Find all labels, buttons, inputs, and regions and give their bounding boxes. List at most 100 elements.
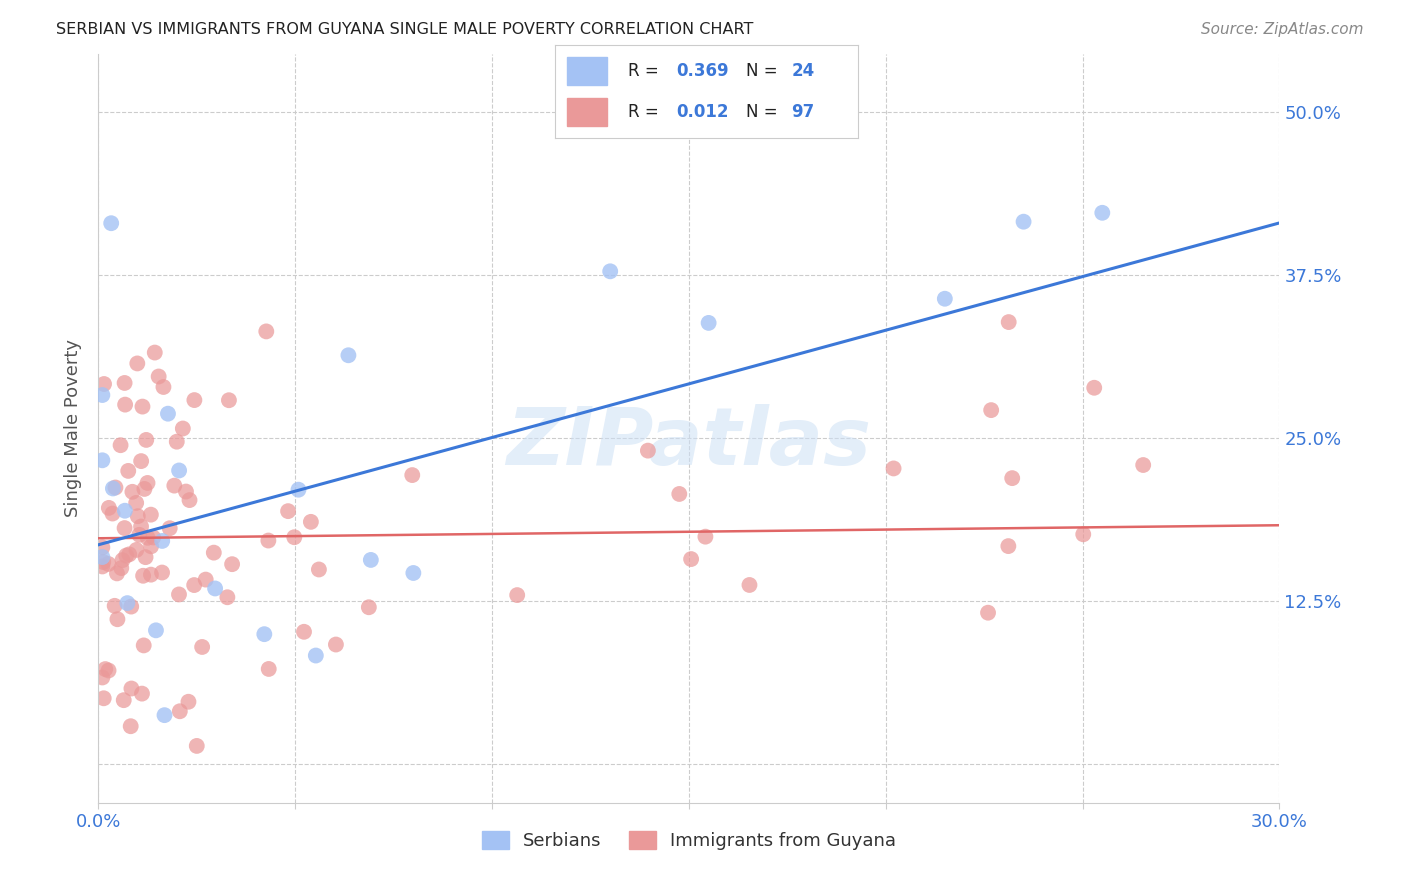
Point <box>204 582 226 596</box>
Point <box>186 739 208 753</box>
Point <box>91 670 114 684</box>
Point <box>129 519 152 533</box>
Point <box>117 596 139 610</box>
Point <box>131 687 153 701</box>
Point <box>1083 381 1105 395</box>
Point <box>120 681 142 696</box>
Point <box>128 528 150 542</box>
Text: Source: ZipAtlas.com: Source: ZipAtlas.com <box>1201 22 1364 37</box>
Point <box>287 483 309 497</box>
Point <box>191 640 214 654</box>
Point <box>299 515 322 529</box>
Point <box>167 463 190 477</box>
Point <box>218 393 240 408</box>
Point <box>101 507 124 521</box>
Point <box>695 530 717 544</box>
Point <box>308 562 330 576</box>
Point <box>697 316 720 330</box>
Point <box>114 398 136 412</box>
Point <box>121 484 143 499</box>
Text: 0.369: 0.369 <box>676 62 728 79</box>
Point <box>104 481 127 495</box>
Point <box>156 407 179 421</box>
Point <box>159 521 181 535</box>
Text: 24: 24 <box>792 62 814 79</box>
Point <box>738 578 761 592</box>
Point <box>101 482 124 496</box>
Text: N =: N = <box>745 62 783 79</box>
Point <box>194 573 217 587</box>
Text: 97: 97 <box>792 103 814 121</box>
Point <box>127 356 149 370</box>
Point <box>179 493 201 508</box>
Point <box>93 691 115 706</box>
Point <box>127 509 149 524</box>
Text: SERBIAN VS IMMIGRANTS FROM GUYANA SINGLE MALE POVERTY CORRELATION CHART: SERBIAN VS IMMIGRANTS FROM GUYANA SINGLE… <box>56 22 754 37</box>
Bar <box>568 98 607 126</box>
Point <box>1001 471 1024 485</box>
Point <box>337 348 360 362</box>
Point <box>91 549 114 564</box>
Point <box>134 482 156 496</box>
Point <box>668 487 690 501</box>
Point <box>883 461 905 475</box>
Text: ZIPatlas: ZIPatlas <box>506 404 872 483</box>
Point <box>283 530 305 544</box>
Point <box>277 504 299 518</box>
Point <box>167 587 190 601</box>
Point <box>107 612 129 626</box>
Point <box>105 566 128 581</box>
Point <box>97 664 120 678</box>
Point <box>117 464 139 478</box>
Point <box>110 561 132 575</box>
Point <box>1012 215 1035 229</box>
Point <box>97 557 120 571</box>
Point <box>401 468 423 483</box>
Point <box>93 376 115 391</box>
Point <box>94 662 117 676</box>
Point <box>91 555 114 569</box>
Point <box>125 496 148 510</box>
Point <box>221 557 243 571</box>
Point <box>120 599 142 614</box>
Point <box>131 400 153 414</box>
Bar <box>568 57 607 85</box>
Point <box>139 508 162 522</box>
Point <box>118 547 141 561</box>
Point <box>142 531 165 545</box>
Point <box>91 388 114 402</box>
Point <box>135 550 157 565</box>
Text: 0.012: 0.012 <box>676 103 728 121</box>
Point <box>110 438 132 452</box>
Point <box>1071 527 1094 541</box>
Point <box>114 504 136 518</box>
Point <box>139 539 162 553</box>
Point <box>135 433 157 447</box>
Point <box>120 719 142 733</box>
Point <box>111 553 134 567</box>
Legend: Serbians, Immigrants from Guyana: Serbians, Immigrants from Guyana <box>474 824 904 857</box>
Point <box>254 325 277 339</box>
Point <box>402 566 425 580</box>
Point <box>132 568 155 582</box>
Point <box>152 380 174 394</box>
Point <box>169 704 191 718</box>
Point <box>357 600 380 615</box>
Point <box>174 484 197 499</box>
Point <box>681 552 703 566</box>
Point <box>139 567 162 582</box>
Point <box>980 403 1002 417</box>
Point <box>1091 206 1114 220</box>
Point <box>115 549 138 563</box>
Point <box>100 216 122 230</box>
Point <box>91 453 114 467</box>
Text: N =: N = <box>745 103 783 121</box>
Point <box>1132 458 1154 472</box>
Point <box>637 443 659 458</box>
Point <box>177 695 200 709</box>
Point <box>125 543 148 558</box>
Point <box>166 434 188 449</box>
Point <box>172 421 194 435</box>
Point <box>91 541 114 555</box>
Point <box>150 566 173 580</box>
